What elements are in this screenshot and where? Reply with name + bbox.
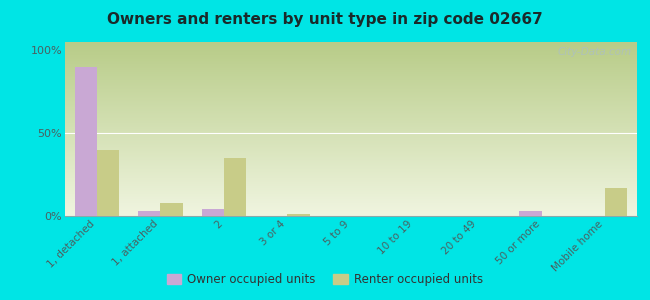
Bar xyxy=(161,203,183,216)
Text: City-Data.com: City-Data.com xyxy=(557,47,631,57)
Bar xyxy=(138,211,161,216)
Bar xyxy=(287,214,309,216)
Text: Owners and renters by unit type in zip code 02667: Owners and renters by unit type in zip c… xyxy=(107,12,543,27)
Legend: Owner occupied units, Renter occupied units: Owner occupied units, Renter occupied un… xyxy=(162,269,488,291)
Bar xyxy=(519,211,541,216)
Bar xyxy=(224,158,246,216)
Bar xyxy=(605,188,627,216)
Bar xyxy=(202,209,224,216)
Bar xyxy=(97,150,119,216)
Bar xyxy=(75,67,97,216)
